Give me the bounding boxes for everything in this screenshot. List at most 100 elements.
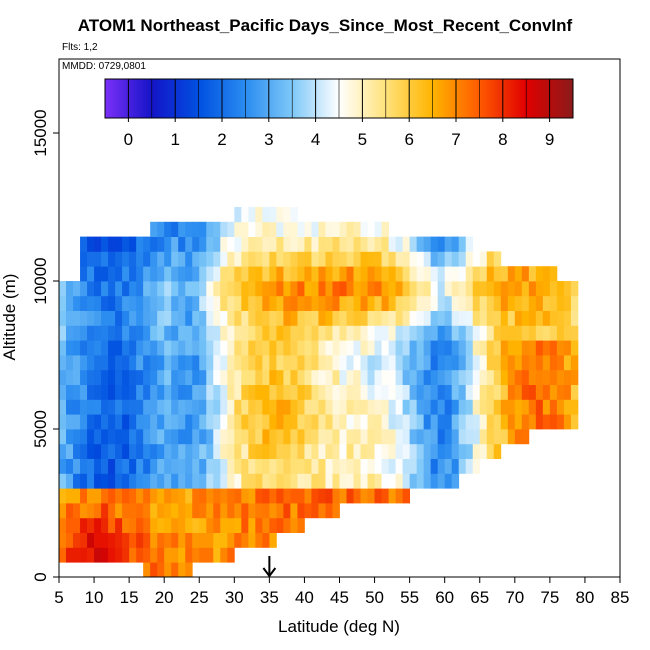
heatmap-cell — [297, 325, 305, 341]
heatmap-cell — [262, 251, 270, 267]
heatmap-cell — [178, 266, 186, 282]
heatmap-cell — [73, 281, 81, 297]
heatmap-cell — [563, 384, 572, 400]
heatmap-cell — [388, 473, 396, 489]
heatmap-cell — [325, 458, 333, 474]
heatmap-cell — [339, 221, 347, 237]
heatmap-cell — [493, 266, 502, 282]
heatmap-cell — [437, 251, 446, 267]
heatmap-cell — [94, 517, 102, 533]
heatmap-cell — [381, 443, 389, 459]
heatmap-cell — [521, 355, 530, 371]
heatmap-cell — [311, 384, 319, 400]
heatmap-cell — [395, 443, 404, 459]
heatmap-cell — [87, 281, 95, 297]
heatmap-cell — [304, 340, 312, 356]
heatmap-cell — [521, 266, 530, 282]
heatmap-cell — [80, 414, 88, 430]
heatmap-cell — [241, 310, 249, 326]
heatmap-cell — [472, 295, 481, 311]
heatmap-cell — [122, 295, 130, 311]
heatmap-cell — [234, 221, 242, 237]
y-tick-label: 15000 — [31, 109, 50, 156]
heatmap-cell — [556, 384, 565, 400]
heatmap-cell — [514, 266, 523, 282]
heatmap-cell — [276, 369, 284, 385]
heatmap-cell — [458, 355, 467, 371]
heatmap-cell — [213, 384, 221, 400]
heatmap-cell — [185, 488, 193, 504]
heatmap-cell — [220, 325, 228, 341]
heatmap-cell — [73, 399, 81, 415]
heatmap-cell — [241, 251, 249, 267]
heatmap-cell — [185, 325, 193, 341]
heatmap-cell — [360, 325, 368, 341]
heatmap-cell — [465, 399, 474, 415]
heatmap-cell — [402, 340, 411, 356]
heatmap-cell — [409, 458, 418, 474]
heatmap-cell — [528, 384, 537, 400]
heatmap-cell — [276, 384, 284, 400]
heatmap-cell — [339, 310, 347, 326]
heatmap-cell — [269, 251, 277, 267]
heatmap-cell — [318, 340, 326, 356]
heatmap-cell — [227, 503, 235, 519]
heatmap-cell — [374, 281, 382, 297]
heatmap-cell — [374, 310, 382, 326]
heatmap-cell — [164, 503, 172, 519]
heatmap-cell — [122, 251, 130, 267]
heatmap-cell — [241, 384, 249, 400]
heatmap-cell — [409, 369, 418, 385]
heatmap-cell — [549, 384, 558, 400]
marker-arrow-head — [262, 567, 277, 578]
heatmap-cell — [129, 488, 137, 504]
heatmap-cell — [213, 325, 221, 341]
heatmap-cell — [101, 414, 109, 430]
heatmap-cell — [297, 310, 305, 326]
heatmap-cell — [150, 310, 158, 326]
heatmap-cell — [185, 281, 193, 297]
heatmap-cell — [80, 310, 88, 326]
heatmap-cell — [185, 399, 193, 415]
heatmap-cell — [122, 547, 130, 563]
heatmap-cell — [213, 517, 221, 533]
heatmap-cell — [178, 443, 186, 459]
heatmap-cell — [108, 355, 116, 371]
heatmap-cell — [374, 369, 382, 385]
heatmap-cell — [500, 310, 509, 326]
heatmap-cell — [304, 414, 312, 430]
heatmap-cell — [381, 310, 389, 326]
heatmap-cell — [486, 251, 495, 267]
heatmap-cell — [542, 384, 551, 400]
heatmap-cell — [297, 414, 305, 430]
heatmap-cell — [304, 295, 312, 311]
heatmap-cell — [416, 355, 425, 371]
heatmap-cell — [178, 503, 186, 519]
heatmap-cell — [269, 532, 277, 548]
heatmap-cell — [213, 414, 221, 430]
heatmap-cell — [227, 473, 235, 489]
heatmap-cell — [388, 488, 396, 504]
heatmap-cell — [528, 355, 537, 371]
heatmap-cell — [199, 414, 207, 430]
heatmap-cell — [115, 473, 123, 489]
heatmap-cell — [507, 295, 516, 311]
heatmap-cell — [486, 384, 495, 400]
heatmap-cell — [409, 355, 418, 371]
heatmap-cell — [353, 458, 361, 474]
heatmap-cell — [206, 295, 214, 311]
heatmap-cell — [87, 325, 95, 341]
heatmap-cell — [297, 266, 305, 282]
heatmap-cell — [248, 207, 256, 223]
heatmap-cell — [360, 488, 368, 504]
heatmap-cell — [192, 414, 200, 430]
heatmap-cell — [493, 251, 502, 267]
heatmap-cell — [234, 236, 242, 252]
heatmap-cell — [241, 532, 249, 548]
heatmap-cell — [535, 281, 544, 297]
heatmap-cell — [122, 532, 130, 548]
heatmap-cell — [171, 517, 179, 533]
heatmap-cell — [465, 458, 474, 474]
heatmap-cell — [206, 236, 214, 252]
heatmap-cell — [108, 295, 116, 311]
